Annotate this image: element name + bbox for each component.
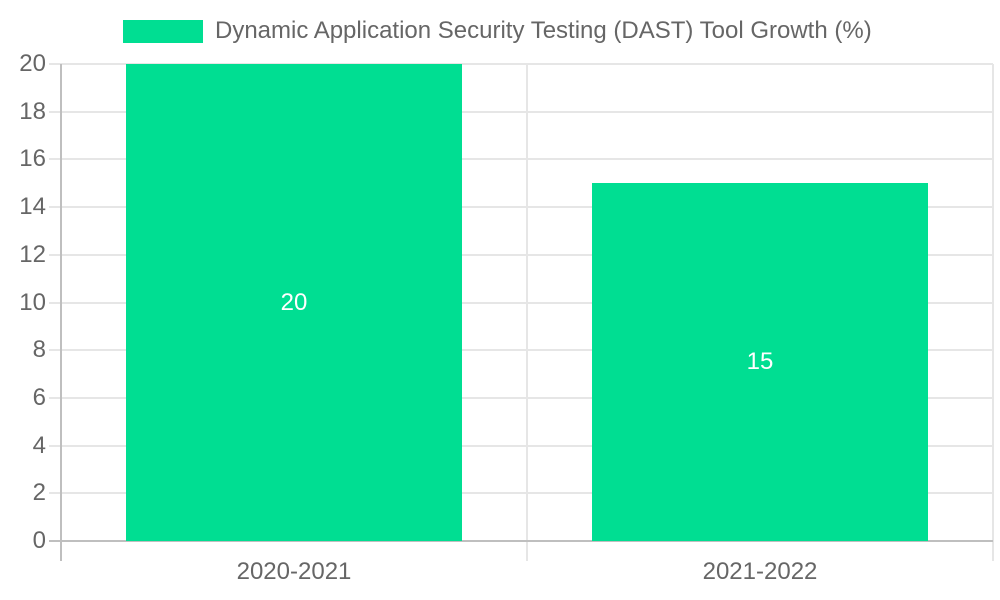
y-tick-mark [49, 397, 61, 399]
y-tick-label: 10 [19, 289, 46, 316]
legend-swatch[interactable] [123, 20, 203, 43]
y-tick-mark [49, 206, 61, 208]
y-tick-mark [49, 63, 61, 65]
y-tick-mark [49, 349, 61, 351]
y-tick-label: 0 [32, 527, 46, 554]
y-tick-label: 14 [19, 193, 46, 220]
legend-label[interactable]: Dynamic Application Security Testing (DA… [215, 17, 872, 44]
y-tick-mark [49, 445, 61, 447]
y-tick-mark [49, 302, 61, 304]
x-tick-label: 2021-2022 [702, 558, 818, 585]
bar-2020-2021[interactable]: 20 [126, 64, 462, 541]
y-axis-line [60, 64, 62, 561]
y-tick-label: 18 [19, 98, 46, 125]
y-tick-mark [49, 540, 61, 542]
y-tick-mark [49, 111, 61, 113]
y-tick-label: 2 [32, 479, 46, 506]
y-tick-label: 6 [32, 384, 46, 411]
y-tick-mark [49, 492, 61, 494]
x-tick-label: 2020-2021 [236, 558, 352, 585]
y-tick-label: 12 [19, 241, 46, 268]
bar-value-label: 20 [280, 288, 308, 316]
y-tick-label: 8 [32, 336, 46, 363]
y-tick-label: 16 [19, 145, 46, 172]
y-tick-label: 20 [19, 50, 46, 77]
y-tick-mark [49, 158, 61, 160]
x-gridline [992, 64, 994, 561]
y-tick-mark [49, 254, 61, 256]
x-gridline [526, 64, 528, 561]
bar-2021-2022[interactable]: 15 [592, 183, 928, 541]
bar-value-label: 15 [746, 348, 774, 375]
x-axis-line [60, 540, 993, 542]
y-tick-label: 4 [32, 432, 46, 459]
